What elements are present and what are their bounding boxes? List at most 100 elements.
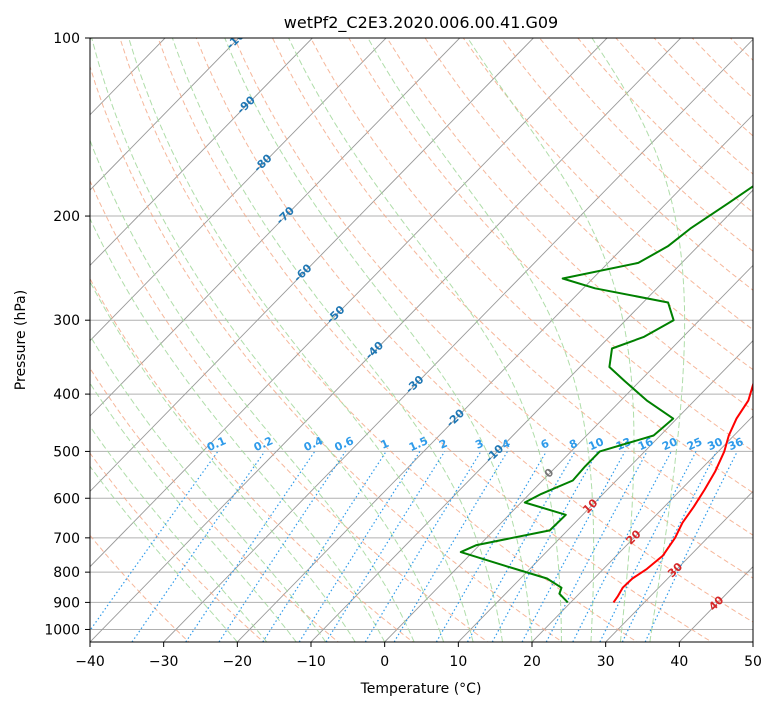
mixing-ratio-label: 3 bbox=[473, 437, 485, 452]
dry-adiabat-line bbox=[615, 38, 753, 175]
dry-adiabat-line bbox=[424, 38, 753, 371]
isotherm-line bbox=[90, 38, 387, 342]
dry-adiabat-line bbox=[769, 38, 775, 644]
x-axis-title: Temperature (°C) bbox=[360, 681, 482, 697]
moist-adiabat-line bbox=[90, 465, 238, 642]
mixing-ratio-label: 6 bbox=[539, 437, 552, 452]
mixing-ratio-line bbox=[644, 451, 738, 642]
dry-adiabat-line bbox=[348, 38, 753, 452]
dry-adiabat-line bbox=[90, 277, 414, 642]
moist-adiabat-line bbox=[171, 38, 503, 642]
x-tick-label: 0 bbox=[380, 654, 389, 670]
moist-adiabat-line bbox=[90, 280, 356, 642]
dry-adiabat-line bbox=[90, 179, 489, 642]
y-tick-label: 1000 bbox=[44, 622, 80, 638]
y-axis: 100 200 300 400 500 600 700 800 900 1000 bbox=[44, 31, 90, 638]
background-lines bbox=[90, 38, 775, 644]
moist-adiabat-line bbox=[224, 38, 533, 642]
mixing-ratio-label: 20 bbox=[660, 435, 680, 453]
isotherm-line bbox=[90, 38, 461, 417]
x-tick-label: −20 bbox=[223, 654, 253, 670]
mixing-ratio-line bbox=[90, 451, 219, 632]
dry-adiabat-line bbox=[462, 38, 753, 331]
x-axis: −40 −30 −20 −10 0 10 20 30 40 50 bbox=[75, 642, 762, 670]
x-tick-label: 10 bbox=[449, 654, 467, 670]
dry-adiabat-line bbox=[195, 38, 753, 623]
x-tick-label: −40 bbox=[75, 654, 105, 670]
isotherm-line bbox=[90, 38, 534, 492]
sounding-profiles bbox=[459, 185, 753, 604]
dry-adiabat-line bbox=[90, 64, 564, 642]
dry-adiabat-line bbox=[691, 38, 753, 99]
moist-adiabat-line bbox=[128, 38, 474, 642]
temperature-profile bbox=[612, 381, 753, 603]
moist-adiabat-line bbox=[90, 382, 297, 642]
isotherm-line bbox=[605, 490, 753, 642]
x-tick-label: 20 bbox=[523, 654, 541, 670]
mixing-ratio-line bbox=[325, 451, 446, 642]
mixing-ratio-label: 36 bbox=[726, 435, 746, 453]
moist-adiabat-line bbox=[90, 425, 268, 642]
x-tick-label: 50 bbox=[744, 654, 762, 670]
mixing-ratio-line bbox=[521, 451, 626, 642]
y-tick-label: 300 bbox=[53, 313, 80, 329]
dry-adiabat-line bbox=[386, 38, 753, 411]
mixing-ratio-line bbox=[491, 451, 599, 642]
moist-adiabat-line bbox=[367, 38, 595, 642]
x-tick-label: 40 bbox=[670, 654, 688, 670]
moist-adiabat-line bbox=[288, 38, 562, 642]
isotherm-line bbox=[752, 641, 753, 642]
mixing-ratio-line bbox=[262, 451, 387, 642]
dry-adiabat-line bbox=[272, 38, 753, 536]
isotherm-line bbox=[163, 38, 753, 642]
mixing-ratio-line bbox=[435, 451, 547, 642]
plot-frame bbox=[89, 37, 754, 643]
x-tick-label: −30 bbox=[149, 654, 179, 670]
mixing-ratio-label: 30 bbox=[705, 435, 725, 453]
dry-adiabat-line bbox=[119, 38, 638, 642]
y-tick-label: 600 bbox=[53, 491, 80, 507]
mixing-ratio-line bbox=[131, 451, 266, 642]
dewpoint-profile bbox=[459, 185, 753, 604]
mixing-ratio-label: 10 bbox=[587, 435, 607, 453]
dry-adiabat-line bbox=[90, 534, 190, 642]
dry-adiabat-line bbox=[90, 367, 340, 642]
moist-adiabat-line bbox=[90, 217, 386, 642]
mixing-ratio-line bbox=[298, 451, 421, 642]
mixing-ratio-label: 25 bbox=[685, 435, 704, 453]
chart-title: wetPf2_C2E3.2020.006.00.41.G09 bbox=[284, 13, 558, 33]
isotherm-line bbox=[90, 38, 240, 191]
y-tick-label: 800 bbox=[53, 565, 80, 581]
y-tick-label: 200 bbox=[53, 209, 80, 225]
x-tick-label: 30 bbox=[597, 654, 615, 670]
isotherm-line bbox=[90, 38, 608, 568]
mixing-ratio-line bbox=[572, 451, 672, 642]
y-tick-label: 900 bbox=[53, 595, 80, 611]
mixing-ratio-label: 1 bbox=[379, 437, 391, 452]
mixing-ratio-line bbox=[364, 451, 482, 642]
isotherm-line bbox=[458, 340, 753, 642]
isotherm-line bbox=[90, 38, 313, 267]
y-tick-label: 700 bbox=[53, 531, 80, 547]
dry-adiabat-line bbox=[90, 452, 265, 642]
isotherm-line bbox=[531, 415, 753, 642]
moist-adiabat-line bbox=[467, 38, 635, 642]
moist-adiabat-line bbox=[591, 38, 686, 642]
isotherm-line bbox=[310, 189, 753, 642]
isotherm-line bbox=[90, 38, 682, 642]
y-tick-label: 500 bbox=[53, 444, 80, 460]
moist-adiabat-line bbox=[90, 334, 327, 642]
mixing-ratio-line bbox=[599, 451, 697, 642]
moist-adiabat-line bbox=[91, 38, 445, 642]
isotherm-line bbox=[384, 264, 753, 642]
mixing-ratio-line bbox=[393, 451, 509, 642]
mixing-ratio-line bbox=[466, 451, 576, 642]
mixing-ratio-line bbox=[185, 451, 316, 642]
dry-adiabat-line bbox=[233, 38, 753, 579]
mixing-ratio-line bbox=[621, 451, 718, 642]
y-tick-label: 400 bbox=[53, 387, 80, 403]
dry-adiabat-line bbox=[501, 38, 753, 291]
y-tick-label: 100 bbox=[53, 31, 80, 47]
mixing-ratio-line bbox=[218, 451, 347, 642]
